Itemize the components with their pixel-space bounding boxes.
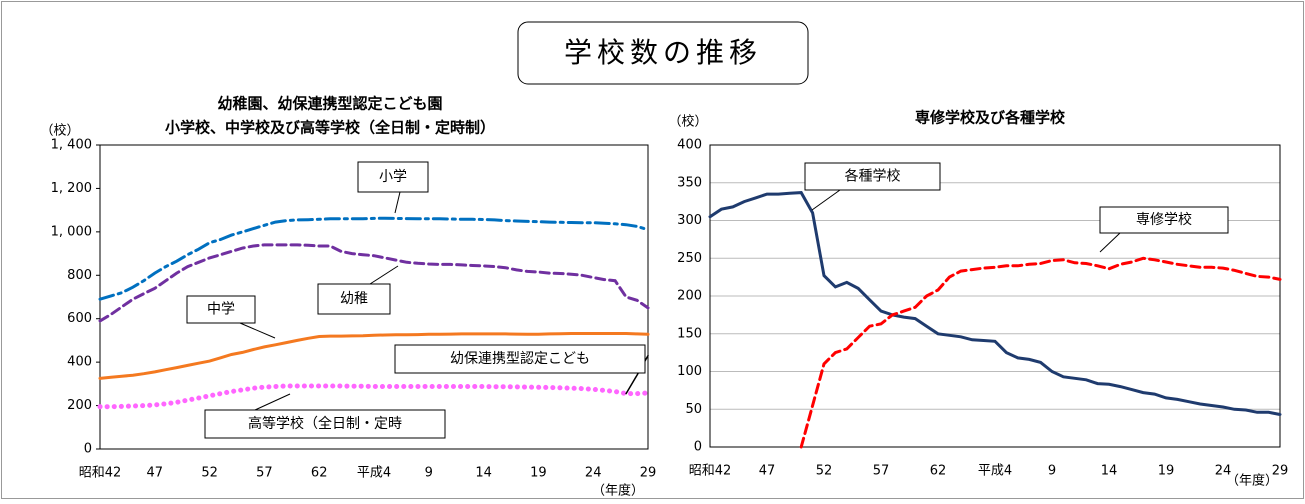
x-tick-label: 19 bbox=[1158, 464, 1175, 479]
x-axis-unit: （年度） bbox=[592, 483, 644, 499]
x-tick-label: 47 bbox=[759, 464, 776, 479]
x-tick-label: 29 bbox=[640, 466, 657, 481]
legend-label: 中学 bbox=[207, 302, 235, 318]
y-tick-label: 50 bbox=[685, 402, 702, 417]
x-tick-label: 57 bbox=[256, 466, 273, 481]
x-tick-label: 57 bbox=[873, 464, 890, 479]
y-tick-label: 350 bbox=[677, 175, 702, 190]
callout-leader bbox=[369, 265, 399, 285]
x-tick-label: 52 bbox=[201, 466, 218, 481]
x-tick-label: 24 bbox=[585, 466, 602, 481]
legend-label: 各種学校 bbox=[845, 168, 901, 185]
series-line bbox=[98, 332, 650, 380]
series-line bbox=[98, 243, 650, 323]
legend-label: 幼保連携型認定こども bbox=[450, 351, 590, 367]
callout-box bbox=[204, 409, 446, 439]
x-tick-label: 9 bbox=[1048, 464, 1056, 479]
x-tick-label: 昭和42 bbox=[79, 466, 122, 481]
series-line bbox=[799, 256, 1282, 449]
y-axis-unit: （校） bbox=[668, 114, 707, 130]
x-tick-label: 14 bbox=[1101, 464, 1118, 479]
chart-title: 幼稚園、幼保連携型認定こども園 bbox=[217, 95, 442, 113]
legend-label: 専修学校 bbox=[1136, 211, 1192, 228]
x-tick-label: 24 bbox=[1215, 464, 1232, 479]
title-box bbox=[517, 21, 809, 85]
y-tick-label: 200 bbox=[677, 289, 702, 304]
series-line bbox=[708, 191, 1282, 416]
x-axis-unit: （年度） bbox=[1226, 473, 1278, 489]
chart-title: 専修学校及び各種学校 bbox=[915, 109, 1066, 127]
y-tick-label: 1, 200 bbox=[51, 181, 92, 196]
y-tick-label: 0 bbox=[694, 440, 702, 455]
y-tick-label: 1, 400 bbox=[51, 138, 92, 153]
callout-box bbox=[186, 295, 256, 324]
x-tick-label: 昭和42 bbox=[689, 464, 732, 479]
legend-label: 小学 bbox=[379, 169, 407, 185]
x-tick-label: 62 bbox=[311, 466, 328, 481]
y-tick-label: 600 bbox=[67, 311, 92, 326]
y-tick-label: 1, 000 bbox=[51, 224, 92, 239]
series-line bbox=[97, 383, 651, 410]
x-tick-label: 62 bbox=[930, 464, 947, 479]
y-tick-label: 100 bbox=[677, 364, 702, 379]
callout-leader bbox=[394, 191, 401, 214]
y-tick-label: 200 bbox=[67, 398, 92, 413]
series-line bbox=[98, 216, 650, 301]
legend-label: 高等学校（全日制・定時 bbox=[248, 415, 402, 432]
x-tick-label: 平成4 bbox=[357, 466, 391, 481]
x-tick-label: 14 bbox=[475, 466, 492, 481]
plot-frame bbox=[99, 144, 649, 450]
y-tick-label: 400 bbox=[67, 355, 92, 370]
y-axis-unit: （校） bbox=[40, 123, 79, 139]
y-tick-label: 300 bbox=[677, 213, 702, 228]
plot-frame bbox=[709, 144, 1281, 448]
x-tick-label: 52 bbox=[816, 464, 833, 479]
callout-box bbox=[317, 283, 391, 315]
y-tick-label: 0 bbox=[84, 442, 92, 457]
callout-leader bbox=[1099, 232, 1121, 253]
x-tick-label: 9 bbox=[425, 466, 433, 481]
callout-leader bbox=[239, 322, 276, 339]
callout-box bbox=[1099, 206, 1229, 234]
x-tick-label: 19 bbox=[530, 466, 547, 481]
legend-label: 幼稚 bbox=[340, 291, 368, 307]
callout-box bbox=[357, 161, 429, 193]
x-tick-label: 47 bbox=[147, 466, 164, 481]
y-tick-label: 400 bbox=[677, 138, 702, 153]
x-tick-label: 29 bbox=[1272, 464, 1289, 479]
page-title: 学校数の推移 bbox=[564, 36, 762, 69]
x-tick-label: 平成4 bbox=[978, 464, 1012, 479]
y-tick-label: 150 bbox=[677, 326, 702, 341]
y-tick-label: 800 bbox=[67, 268, 92, 283]
y-tick-label: 250 bbox=[677, 251, 702, 266]
callout-box bbox=[394, 344, 646, 374]
callout-leader bbox=[811, 189, 841, 211]
callout-leader bbox=[254, 393, 291, 411]
callout-box bbox=[804, 162, 941, 191]
chart-title: 小学校、中学校及び高等学校（全日制・定時制） bbox=[165, 119, 495, 137]
